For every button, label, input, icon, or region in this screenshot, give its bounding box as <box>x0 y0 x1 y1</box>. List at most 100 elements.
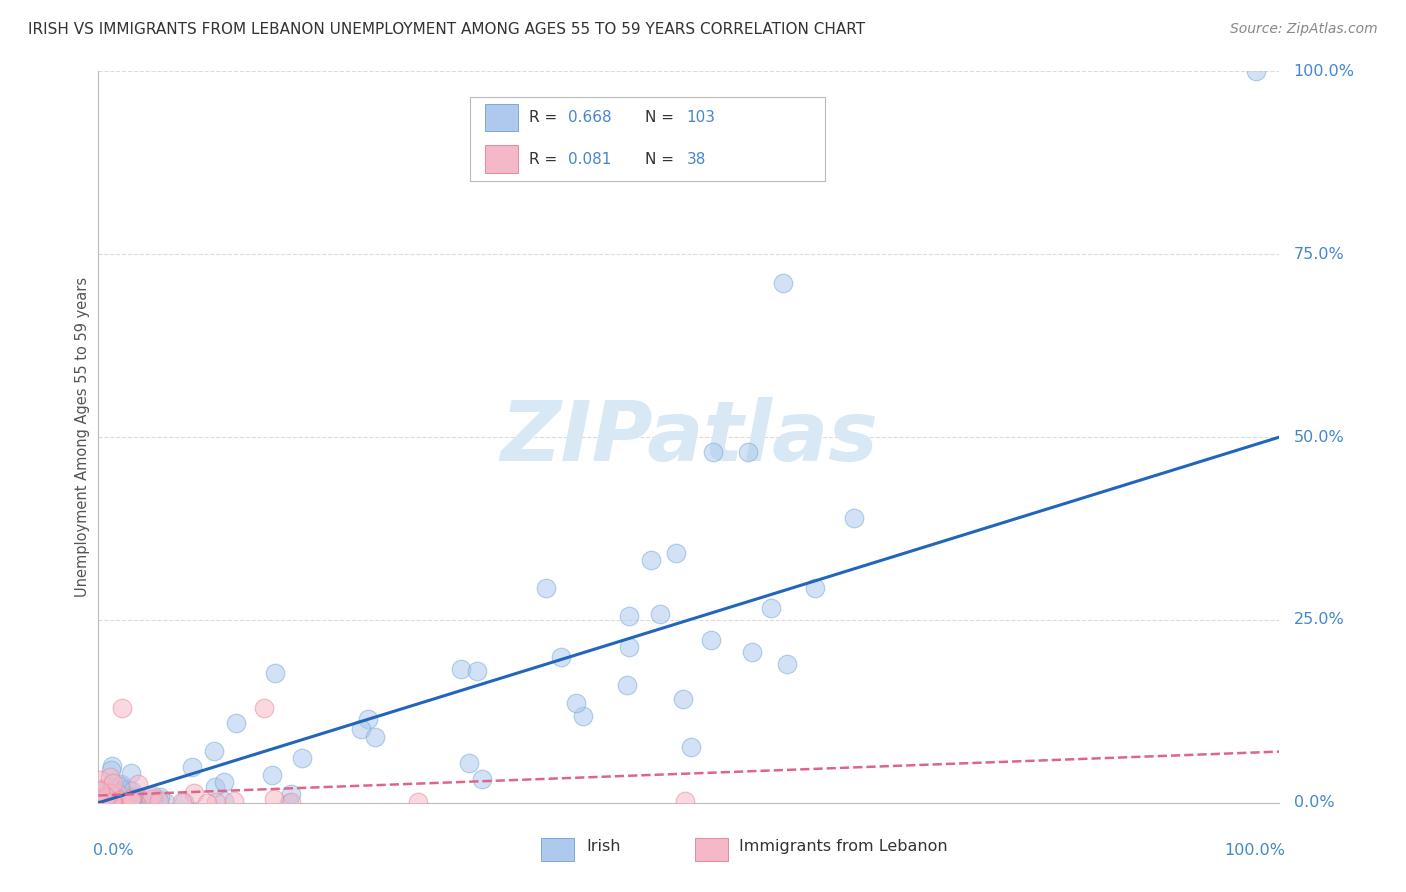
Point <box>104 795 127 809</box>
Point <box>264 665 287 680</box>
Point <box>91 795 114 809</box>
Point <box>110 794 132 808</box>
Point <box>89 772 111 787</box>
Point <box>121 789 143 803</box>
Point <box>408 796 430 810</box>
Text: 0.668: 0.668 <box>568 110 612 125</box>
Point <box>572 709 595 723</box>
Point <box>114 790 136 805</box>
Point <box>280 795 302 809</box>
Point <box>103 776 125 790</box>
Point <box>121 791 143 805</box>
Point <box>97 785 120 799</box>
Point <box>565 696 588 710</box>
Point <box>291 751 314 765</box>
Point <box>465 664 488 678</box>
Point <box>108 783 131 797</box>
FancyBboxPatch shape <box>471 97 825 181</box>
FancyBboxPatch shape <box>485 103 517 131</box>
Text: 38: 38 <box>686 152 706 167</box>
Point <box>205 795 228 809</box>
Point <box>149 790 172 805</box>
Point <box>90 787 112 801</box>
Point <box>93 794 115 808</box>
Text: 103: 103 <box>686 110 716 125</box>
Point <box>96 793 118 807</box>
Point <box>115 793 138 807</box>
Point <box>617 640 640 654</box>
Point <box>616 678 638 692</box>
Point <box>91 789 114 804</box>
Point <box>1244 64 1267 78</box>
Point <box>98 789 121 804</box>
Point <box>107 786 129 800</box>
Point <box>700 633 723 648</box>
Point <box>107 792 129 806</box>
Point <box>104 795 127 809</box>
Point <box>110 792 132 806</box>
Point <box>772 277 794 291</box>
Point <box>93 787 115 801</box>
Point <box>121 793 143 807</box>
Point <box>103 787 125 801</box>
Point <box>100 763 122 777</box>
Point <box>101 796 124 810</box>
Point <box>142 792 165 806</box>
Point <box>253 700 276 714</box>
Point <box>180 760 202 774</box>
Point <box>89 793 111 807</box>
Point <box>363 730 385 744</box>
Point <box>224 794 246 808</box>
Text: IRISH VS IMMIGRANTS FROM LEBANON UNEMPLOYMENT AMONG AGES 55 TO 59 YEARS CORRELAT: IRISH VS IMMIGRANTS FROM LEBANON UNEMPLO… <box>28 22 865 37</box>
Text: 75.0%: 75.0% <box>1294 247 1344 261</box>
Point <box>153 795 176 809</box>
Point <box>672 692 695 706</box>
Point <box>89 784 111 798</box>
Point <box>183 786 205 800</box>
Text: Irish: Irish <box>586 839 620 855</box>
Point <box>96 792 118 806</box>
Text: R =: R = <box>530 110 562 125</box>
Point <box>111 794 134 808</box>
Point <box>98 787 121 801</box>
Text: ZIPatlas: ZIPatlas <box>501 397 877 477</box>
Point <box>737 444 759 458</box>
Point <box>101 793 124 807</box>
Point <box>111 700 134 714</box>
Text: Source: ZipAtlas.com: Source: ZipAtlas.com <box>1230 22 1378 37</box>
Point <box>450 662 472 676</box>
Point <box>108 793 131 807</box>
Point <box>94 794 117 808</box>
Text: Immigrants from Lebanon: Immigrants from Lebanon <box>738 839 948 855</box>
Point <box>127 793 149 807</box>
Point <box>125 789 148 804</box>
Point <box>98 796 121 810</box>
Point <box>89 795 111 809</box>
Point <box>471 772 494 786</box>
Point <box>111 796 134 810</box>
Point <box>225 716 247 731</box>
Point <box>100 795 122 809</box>
Point <box>804 582 827 596</box>
Point <box>673 795 696 809</box>
Point <box>263 792 285 806</box>
Point <box>112 796 135 810</box>
Point <box>96 789 118 804</box>
Point <box>117 788 139 802</box>
Point <box>741 645 763 659</box>
Point <box>141 792 163 806</box>
Text: 100.0%: 100.0% <box>1225 843 1285 858</box>
Point <box>143 792 166 806</box>
Point <box>91 782 114 797</box>
Point <box>118 794 141 808</box>
Point <box>91 793 114 807</box>
Point <box>90 782 112 797</box>
Point <box>204 780 226 794</box>
Point <box>117 789 139 804</box>
Point <box>100 759 122 773</box>
Text: N =: N = <box>645 152 679 167</box>
Point <box>702 444 724 458</box>
Point <box>103 781 125 796</box>
Point <box>121 784 143 798</box>
Point <box>458 756 481 771</box>
